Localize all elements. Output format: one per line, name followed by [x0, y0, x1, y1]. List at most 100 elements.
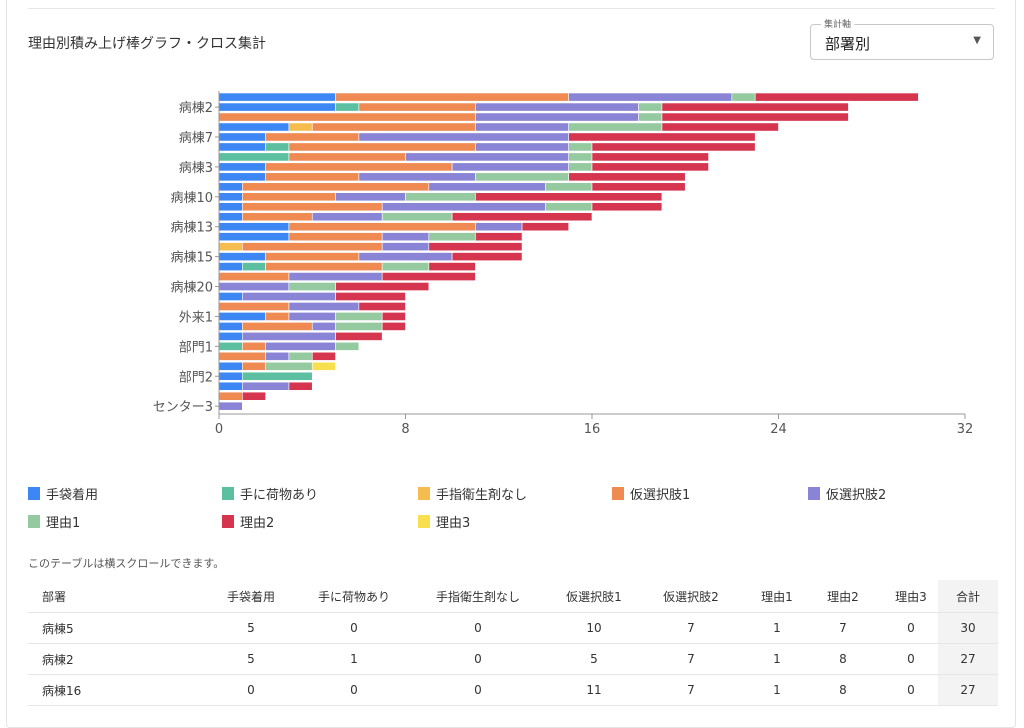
bar-segment: [218, 302, 290, 311]
legend-item[interactable]: 手に荷物あり: [222, 484, 318, 503]
column-header[interactable]: 仮選択肢2: [630, 580, 752, 613]
bar-segment: [568, 152, 593, 162]
bar-segment: [335, 92, 569, 102]
legend-label: 理由2: [240, 516, 275, 531]
bar-segment: [218, 242, 243, 252]
legend-item[interactable]: 手指衛生剤なし: [418, 484, 527, 503]
bar-segment: [218, 202, 243, 212]
bar-segment: [218, 371, 243, 381]
bar-segment: [218, 162, 266, 172]
legend-label: 手指衛生剤なし: [436, 488, 528, 503]
bar-segment: [381, 232, 430, 242]
bar-segment: [591, 202, 663, 212]
bar-segment: [661, 122, 779, 132]
bar-segment: [218, 401, 243, 411]
x-tick-label: 24: [770, 422, 787, 437]
bar-segment: [218, 351, 266, 361]
bar-segment: [311, 322, 336, 331]
table-cell: 0: [884, 612, 938, 644]
bar-segment: [242, 341, 266, 351]
bar-segment: [218, 391, 243, 401]
bar-segment: [754, 92, 919, 102]
bar-segment: [311, 351, 336, 361]
bar-segment: [288, 152, 406, 162]
aggregation-axis-select[interactable]: 集計軸 部署別 ▼: [810, 17, 994, 60]
bar-segment: [218, 152, 290, 162]
bar-segment: [358, 252, 453, 262]
table-cell: 1: [310, 643, 398, 675]
table-row: 病棟5 5 0 0 10 7 1 7 0 30: [28, 612, 998, 644]
table-cell: 1: [752, 643, 802, 675]
select-value: 部署別: [825, 35, 871, 53]
column-header[interactable]: 合計: [938, 580, 998, 613]
y-tick-label: センター3: [153, 400, 213, 415]
table-cell: 7: [630, 612, 752, 644]
legend-item[interactable]: 理由3: [418, 512, 470, 531]
bar-segment: [242, 212, 313, 222]
table-cell: 5: [192, 612, 310, 644]
table-cell: 病棟16: [28, 674, 192, 706]
legend-item[interactable]: 理由1: [28, 512, 80, 531]
column-header[interactable]: 理由3: [884, 580, 938, 613]
table-header-row: 部署 手袋着用 手に荷物あり 手指衛生剤なし 仮選択肢1 仮選択肢2 理由1 理由2 理由3 合計: [28, 580, 998, 613]
table-row: 病棟2 5 1 0 5 7 1 8 0 27: [28, 643, 998, 675]
bar-segment: [358, 102, 476, 112]
bar-segment: [568, 162, 593, 172]
bar-segment: [428, 232, 476, 242]
bar-segment: [638, 112, 663, 122]
column-header[interactable]: 手に荷物あり: [310, 580, 398, 613]
legend-item[interactable]: 手袋着用: [28, 484, 98, 503]
table-cell: 0: [398, 674, 558, 706]
table-cell: 7: [630, 674, 752, 706]
y-tick-label: 病棟3: [179, 161, 213, 176]
bar-segment: [265, 142, 290, 152]
bar-segment: [335, 282, 430, 291]
scroll-note: このテーブルは横スクロールできます。: [28, 557, 225, 570]
bar-segment: [568, 122, 663, 132]
column-header[interactable]: 手袋着用: [192, 580, 310, 613]
bar-segment: [265, 162, 453, 172]
bar-segment: [358, 302, 406, 311]
bar-segment: [335, 192, 406, 202]
legend-item[interactable]: 仮選択肢2: [808, 484, 886, 503]
x-tick-label: 0: [215, 422, 223, 437]
bar-segment: [218, 312, 266, 321]
legend-item[interactable]: 仮選択肢1: [612, 484, 690, 503]
y-tick-label: 病棟7: [179, 131, 213, 146]
bar-segment: [475, 222, 523, 232]
bar-segment: [242, 292, 336, 301]
bar-segment: [265, 132, 360, 142]
legend-item[interactable]: 理由2: [222, 512, 274, 531]
bar-segment: [428, 262, 476, 271]
legend-label: 理由3: [436, 516, 471, 531]
bar-segment: [265, 172, 360, 182]
bar-segment: [218, 262, 243, 271]
table-row: 病棟16 0 0 0 11 7 1 8 0 27: [28, 674, 998, 706]
column-header[interactable]: 理由1: [752, 580, 802, 613]
table-cell: 1: [752, 674, 802, 706]
bar-segment: [265, 351, 290, 361]
bar-segment: [265, 262, 383, 271]
bar-segment: [242, 391, 266, 401]
bar-segment: [288, 222, 476, 232]
legend-swatch: [808, 487, 820, 500]
column-header[interactable]: 部署: [28, 580, 192, 613]
select-label: 集計軸: [821, 17, 855, 30]
bar-segment: [568, 142, 593, 152]
bar-segment: [381, 212, 453, 222]
bar-segment: [288, 351, 313, 361]
bar-segment: [405, 152, 569, 162]
bar-segment: [242, 322, 313, 331]
bar-segment: [218, 142, 266, 152]
bar-segment: [218, 292, 243, 301]
bar-segment: [661, 112, 849, 122]
column-header[interactable]: 理由2: [802, 580, 884, 613]
legend-label: 仮選択肢1: [630, 488, 691, 503]
bar-segment: [521, 222, 569, 232]
column-header[interactable]: 手指衛生剤なし: [398, 580, 558, 613]
column-header[interactable]: 仮選択肢1: [558, 580, 630, 613]
legend-label: 手に荷物あり: [240, 488, 319, 503]
bar-segment: [335, 341, 360, 351]
bar-segment: [568, 132, 756, 142]
bar-segment: [335, 322, 383, 331]
